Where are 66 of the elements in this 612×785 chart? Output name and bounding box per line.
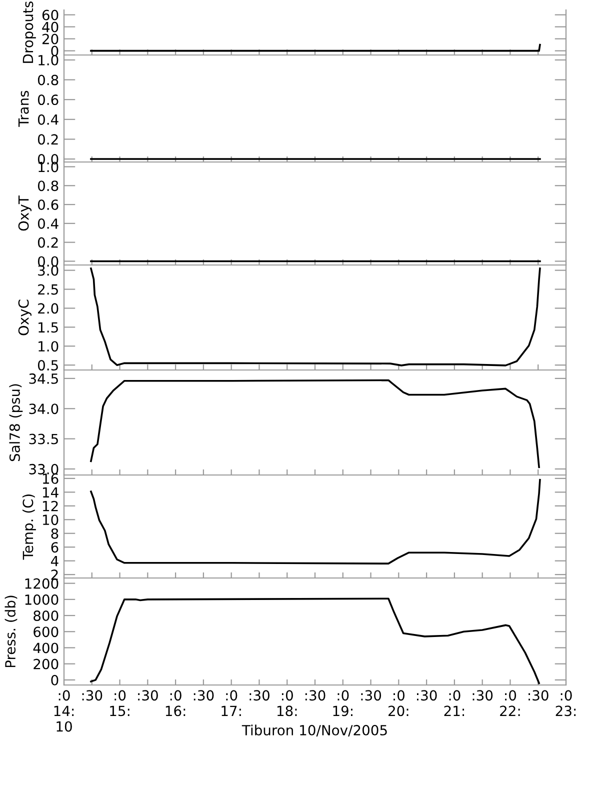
x-tick-label: :0 15: — [110, 690, 130, 716]
y-tick-label: 2.5 — [38, 284, 58, 295]
x-tick-label: :0 19: — [333, 690, 352, 716]
y-axis-title: Trans — [18, 90, 29, 127]
y-tick-label: 200 — [34, 658, 58, 670]
y-tick-label: 0.2 — [38, 134, 58, 145]
y-tick-label: 0.4 — [38, 114, 58, 125]
y-axis-title: OxyT — [18, 196, 32, 231]
y-tick-label: 34.0 — [29, 404, 58, 414]
y-tick-label: 0.8 — [38, 180, 58, 192]
y-tick-label: 0.8 — [38, 74, 58, 86]
x-tick-label: :0 17: — [222, 690, 241, 716]
x-axis-title: Tiburon 10/Nov/2005 — [242, 724, 387, 737]
x-tick-label: :0 22: — [500, 690, 520, 716]
y-tick-label: 0.4 — [38, 218, 58, 229]
line-series — [90, 379, 540, 468]
y-tick-label: 40 — [42, 22, 58, 32]
y-axis-title: Dropouts — [22, 1, 36, 63]
line-series — [90, 478, 541, 564]
x-tick-label: :30 — [305, 690, 326, 701]
y-tick-label: 4 — [50, 556, 58, 566]
y-axis-title: Sal78 (psu) — [9, 384, 23, 462]
y-tick-label: 0.2 — [38, 237, 58, 248]
y-tick-label: 14 — [42, 487, 58, 498]
x-tick-label: :0 14: 10 — [54, 690, 74, 732]
y-tick-label: 8 — [51, 528, 58, 539]
y-tick-label: 2.0 — [38, 303, 58, 314]
y-axis-title: Press. (db) — [4, 596, 18, 668]
y-tick-label: 400 — [33, 642, 58, 654]
y-tick-label: 0.6 — [38, 199, 58, 210]
y-axis-title: OxyC — [18, 300, 32, 336]
y-tick-label: 33.0 — [29, 464, 58, 474]
y-axis-title: Temp. (C) — [22, 494, 36, 560]
y-tick-label: 1.0 — [38, 54, 58, 66]
y-tick-label: 34.5 — [29, 373, 58, 384]
x-tick-label: :30 — [138, 690, 158, 701]
y-tick-label: 10 — [42, 514, 58, 526]
x-tick-label: :30 — [194, 690, 214, 701]
x-tick-label: :0 21: — [444, 690, 464, 716]
x-tick-label: :30 — [528, 690, 548, 701]
x-tick-label: :30 — [417, 690, 437, 701]
y-tick-label: 0.5 — [38, 360, 58, 371]
y-tick-label: 12 — [42, 500, 58, 512]
y-tick-label: 1000 — [25, 594, 58, 605]
line-series — [90, 268, 541, 366]
x-tick-label: :0 20: — [388, 690, 408, 716]
line-series — [90, 598, 540, 684]
y-tick-label: 0 — [51, 674, 58, 686]
y-tick-label: 0.6 — [38, 94, 58, 106]
y-tick-label: 1.0 — [38, 341, 58, 352]
y-tick-label: 33.5 — [29, 434, 58, 444]
x-tick-label: :30 — [82, 690, 102, 701]
y-tick-label: 60 — [42, 10, 58, 20]
y-tick-label: 6 — [51, 542, 58, 553]
x-tick-label: :0 18: — [277, 690, 297, 716]
x-tick-label: :30 — [472, 690, 493, 701]
y-tick-label: 600 — [34, 626, 58, 638]
y-tick-label: 1.5 — [38, 322, 58, 333]
y-tick-label: 800 — [34, 610, 58, 621]
x-tick-label: :0 16: — [166, 690, 186, 716]
y-tick-label: 20 — [42, 34, 58, 44]
x-tick-label: :30 — [361, 690, 382, 701]
y-tick-label: 16 — [42, 473, 58, 484]
x-tick-label: :30 — [250, 690, 270, 701]
x-tick-label: :0 23: — [556, 690, 576, 716]
y-tick-label: 1200 — [25, 578, 58, 589]
